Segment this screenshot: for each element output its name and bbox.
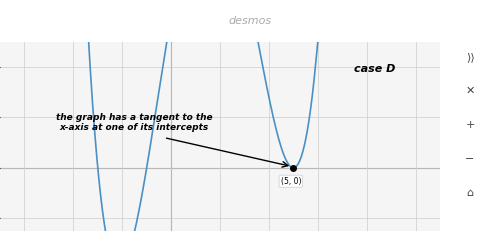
Text: Sign In: Sign In (393, 19, 417, 25)
Text: ⌂: ⌂ (466, 188, 473, 198)
Text: ≡  Untitled Graph: ≡ Untitled Graph (10, 16, 96, 26)
Text: (5, 0): (5, 0) (280, 177, 301, 186)
Text: ⟩⟩: ⟩⟩ (466, 52, 474, 62)
Text: +: + (466, 120, 474, 130)
Text: ✕: ✕ (466, 86, 474, 96)
Text: −: − (466, 154, 474, 164)
Text: Create Account: Create Account (314, 19, 376, 25)
Text: desmos: desmos (228, 16, 272, 26)
Text: the graph has a tangent to the
x-axis at one of its intercepts: the graph has a tangent to the x-axis at… (56, 113, 213, 132)
Text: case D: case D (354, 64, 396, 74)
